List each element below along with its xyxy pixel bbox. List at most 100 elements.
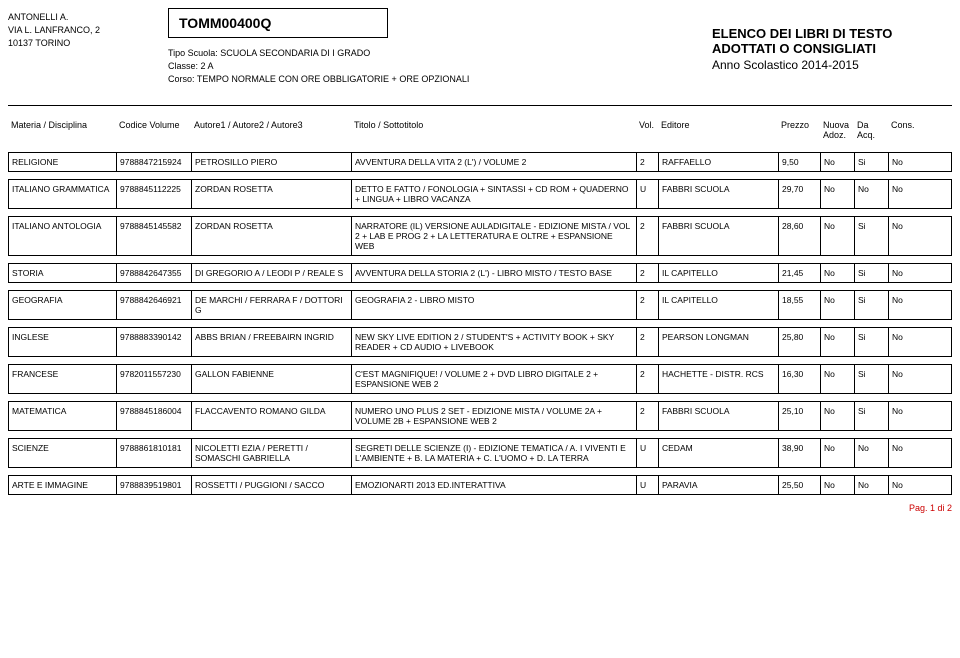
cell-materia: INGLESE xyxy=(9,328,117,356)
cell-autore: FLACCAVENTO ROMANO GILDA xyxy=(192,402,352,430)
hdr-editore: Editore xyxy=(658,118,778,142)
cell-materia: ITALIANO ANTOLOGIA xyxy=(9,217,117,255)
cell-editore: FABBRI SCUOLA xyxy=(659,402,779,430)
cell-vol: 2 xyxy=(637,402,659,430)
hdr-titolo: Titolo / Sottotitolo xyxy=(351,118,636,142)
meta-classe: Classe: 2 A xyxy=(168,61,692,71)
cell-codice: 9788842647355 xyxy=(117,264,192,282)
school-name: ANTONELLI A. xyxy=(8,12,148,22)
hdr-cons: Cons. xyxy=(888,118,922,142)
cell-prezzo: 28,60 xyxy=(779,217,821,255)
cell-nuova: No xyxy=(821,439,855,467)
table-row: FRANCESE9782011557230GALLON FABIENNEC'ES… xyxy=(8,364,952,394)
cell-prezzo: 16,30 xyxy=(779,365,821,393)
title-1: ELENCO DEI LIBRI DI TESTO xyxy=(712,26,952,41)
cell-prezzo: 21,45 xyxy=(779,264,821,282)
cell-da: Si xyxy=(855,402,889,430)
cell-prezzo: 29,70 xyxy=(779,180,821,208)
cell-nuova: No xyxy=(821,328,855,356)
label-classe: Classe: xyxy=(168,61,198,71)
cell-cons: No xyxy=(889,365,923,393)
center-block: TOMM00400Q Tipo Scuola: SCUOLA SECONDARI… xyxy=(168,8,692,87)
cell-titolo: NUMERO UNO PLUS 2 SET - EDIZIONE MISTA /… xyxy=(352,402,637,430)
cell-codice: 9788842646921 xyxy=(117,291,192,319)
cell-codice: 9788847215924 xyxy=(117,153,192,171)
cell-nuova: No xyxy=(821,291,855,319)
cell-nuova: No xyxy=(821,153,855,171)
cell-editore: RAFFAELLO xyxy=(659,153,779,171)
cell-materia: SCIENZE xyxy=(9,439,117,467)
cell-materia: GEOGRAFIA xyxy=(9,291,117,319)
cell-da: Si xyxy=(855,328,889,356)
cell-prezzo: 25,80 xyxy=(779,328,821,356)
cell-cons: No xyxy=(889,291,923,319)
title-2: ADOTTATI O CONSIGLIATI xyxy=(712,41,952,56)
cell-nuova: No xyxy=(821,217,855,255)
table-row: ITALIANO ANTOLOGIA9788845145582ZORDAN RO… xyxy=(8,216,952,256)
cell-prezzo: 25,10 xyxy=(779,402,821,430)
cell-materia: FRANCESE xyxy=(9,365,117,393)
cell-autore: ZORDAN ROSETTA xyxy=(192,217,352,255)
cell-titolo: GEOGRAFIA 2 - LIBRO MISTO xyxy=(352,291,637,319)
column-headers: Materia / Disciplina Codice Volume Autor… xyxy=(8,118,952,142)
cell-codice: 9788861810181 xyxy=(117,439,192,467)
cell-codice: 9788845145582 xyxy=(117,217,192,255)
year: Anno Scolastico 2014-2015 xyxy=(712,58,952,72)
cell-vol: 2 xyxy=(637,365,659,393)
cell-vol: 2 xyxy=(637,153,659,171)
cell-cons: No xyxy=(889,153,923,171)
cell-titolo: SEGRETI DELLE SCIENZE (I) - EDIZIONE TEM… xyxy=(352,439,637,467)
meta-lines: Tipo Scuola: SCUOLA SECONDARIA DI I GRAD… xyxy=(168,48,692,84)
cell-prezzo: 9,50 xyxy=(779,153,821,171)
cell-da: Si xyxy=(855,153,889,171)
table-row: INGLESE9788883390142ABBS BRIAN / FREEBAI… xyxy=(8,327,952,357)
cell-titolo: AVVENTURA DELLA STORIA 2 (L') - LIBRO MI… xyxy=(352,264,637,282)
label-corso: Corso: xyxy=(168,74,195,84)
label-tipo: Tipo Scuola: xyxy=(168,48,218,58)
cell-prezzo: 18,55 xyxy=(779,291,821,319)
cell-cons: No xyxy=(889,264,923,282)
cell-da: Si xyxy=(855,291,889,319)
right-title: ELENCO DEI LIBRI DI TESTO ADOTTATI O CON… xyxy=(712,8,952,87)
cell-vol: 2 xyxy=(637,291,659,319)
cell-da: Si xyxy=(855,365,889,393)
cell-vol: 2 xyxy=(637,264,659,282)
cell-materia: RELIGIONE xyxy=(9,153,117,171)
cell-da: No xyxy=(855,439,889,467)
cell-materia: ARTE E IMMAGINE xyxy=(9,476,117,494)
cell-cons: No xyxy=(889,439,923,467)
cell-autore: NICOLETTI EZIA / PERETTI / SOMASCHI GABR… xyxy=(192,439,352,467)
cell-nuova: No xyxy=(821,264,855,282)
school-street: VIA L. LANFRANCO, 2 xyxy=(8,25,148,35)
table-row: MATEMATICA9788845186004FLACCAVENTO ROMAN… xyxy=(8,401,952,431)
cell-editore: PEARSON LONGMAN xyxy=(659,328,779,356)
separator-line xyxy=(8,105,952,106)
cell-titolo: EMOZIONARTI 2013 ED.INTERATTIVA xyxy=(352,476,637,494)
cell-nuova: No xyxy=(821,476,855,494)
cell-cons: No xyxy=(889,217,923,255)
cell-autore: ABBS BRIAN / FREEBAIRN INGRID xyxy=(192,328,352,356)
meta-corso: Corso: TEMPO NORMALE CON ORE OBBLIGATORI… xyxy=(168,74,692,84)
cell-titolo: C'EST MAGNIFIQUE! / VOLUME 2 + DVD LIBRO… xyxy=(352,365,637,393)
cell-vol: U xyxy=(637,439,659,467)
cell-editore: IL CAPITELLO xyxy=(659,264,779,282)
hdr-autore: Autore1 / Autore2 / Autore3 xyxy=(191,118,351,142)
cell-nuova: No xyxy=(821,180,855,208)
value-corso: TEMPO NORMALE CON ORE OBBLIGATORIE + ORE… xyxy=(197,74,469,84)
cell-nuova: No xyxy=(821,402,855,430)
cell-da: No xyxy=(855,476,889,494)
cell-codice: 9788845186004 xyxy=(117,402,192,430)
cell-da: No xyxy=(855,180,889,208)
meta-tipo: Tipo Scuola: SCUOLA SECONDARIA DI I GRAD… xyxy=(168,48,692,58)
cell-da: Si xyxy=(855,264,889,282)
cell-editore: FABBRI SCUOLA xyxy=(659,180,779,208)
value-tipo: SCUOLA SECONDARIA DI I GRADO xyxy=(220,48,370,58)
cell-autore: DI GREGORIO A / LEODI P / REALE S xyxy=(192,264,352,282)
cell-editore: HACHETTE - DISTR. RCS xyxy=(659,365,779,393)
cell-editore: FABBRI SCUOLA xyxy=(659,217,779,255)
cell-materia: STORIA xyxy=(9,264,117,282)
cell-titolo: NEW SKY LIVE EDITION 2 / STUDENT'S + ACT… xyxy=(352,328,637,356)
table-row: ARTE E IMMAGINE9788839519801ROSSETTI / P… xyxy=(8,475,952,495)
value-classe: 2 A xyxy=(201,61,214,71)
cell-codice: 9788883390142 xyxy=(117,328,192,356)
